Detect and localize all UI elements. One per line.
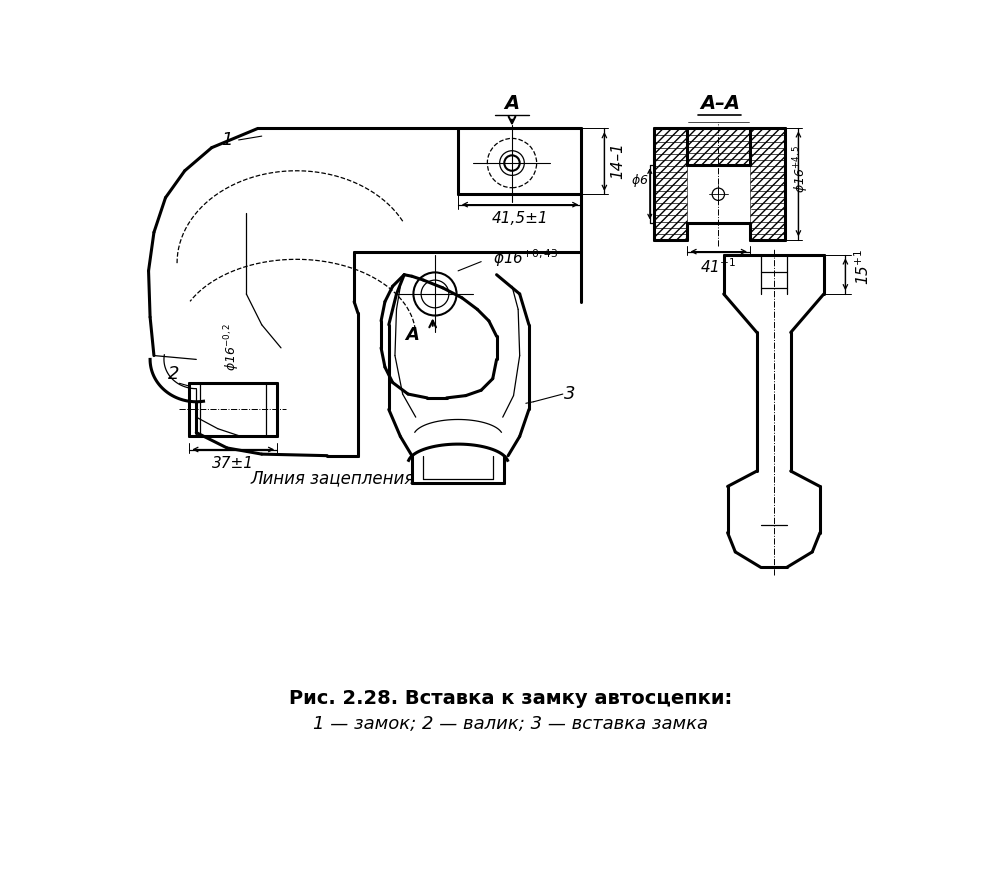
Bar — [654, 128, 687, 240]
Bar — [654, 128, 687, 240]
Bar — [750, 128, 785, 240]
Text: 2: 2 — [167, 364, 179, 383]
Text: 1: 1 — [221, 131, 233, 149]
Bar — [750, 128, 785, 240]
Text: 14–1: 14–1 — [611, 142, 625, 179]
Text: 37±1: 37±1 — [212, 456, 254, 471]
Text: Рис. 2.28. Вставка к замку автосцепки:: Рис. 2.28. Вставка к замку автосцепки: — [289, 689, 732, 708]
Bar — [687, 128, 750, 165]
Text: $\phi$16$^{+0,43}$: $\phi$16$^{+0,43}$ — [493, 247, 558, 269]
Text: Линия зацепления: Линия зацепления — [250, 469, 414, 488]
Text: А–А: А–А — [700, 94, 740, 113]
Text: $\phi$16$^{-0,2}$: $\phi$16$^{-0,2}$ — [223, 323, 242, 371]
Text: А: А — [504, 94, 520, 113]
Bar — [687, 128, 750, 165]
Text: 41,5±1: 41,5±1 — [491, 210, 548, 225]
Text: 15$^{+1}$: 15$^{+1}$ — [854, 249, 872, 286]
Text: $\phi$16$^{+4,5}$: $\phi$16$^{+4,5}$ — [792, 145, 811, 194]
Text: 41$^{+1}$: 41$^{+1}$ — [700, 257, 736, 276]
Text: $\phi$6: $\phi$6 — [630, 172, 648, 189]
Text: 3: 3 — [564, 385, 575, 403]
Text: 1 — замок; 2 — валик; 3 — вставка замка: 1 — замок; 2 — валик; 3 — вставка замка — [313, 714, 708, 733]
Text: А: А — [405, 326, 419, 344]
